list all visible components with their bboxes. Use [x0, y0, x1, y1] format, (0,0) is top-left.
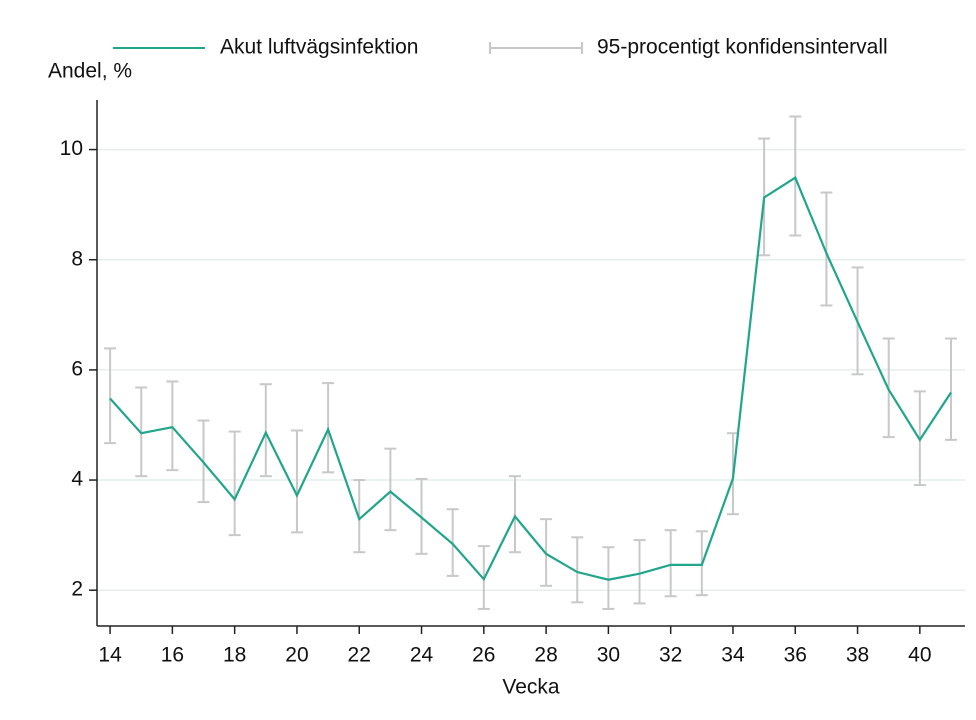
x-tick-label: 38 [846, 644, 869, 667]
legend-label: 95-procentigt konfidensintervall [597, 36, 888, 59]
y-tick-label: 10 [60, 137, 83, 160]
x-tick-label: 20 [285, 644, 308, 667]
legend-label: Akut luftvägsinfektion [220, 36, 418, 59]
x-tick-label: 18 [223, 644, 246, 667]
x-tick-label: 16 [161, 644, 184, 667]
x-tick-label: 36 [784, 644, 807, 667]
y-axis-label: Andel, % [48, 60, 132, 83]
x-tick-label: 26 [472, 644, 495, 667]
x-tick-label: 24 [410, 644, 434, 667]
series-line [109, 176, 952, 582]
x-tick-label: 30 [597, 644, 620, 667]
x-tick-label: 34 [721, 644, 745, 667]
y-tick-label: 4 [71, 468, 83, 491]
x-axis-label: Vecka [502, 676, 560, 699]
y-tick-label: 6 [71, 357, 83, 380]
x-tick-label: 22 [348, 644, 371, 667]
y-tick-label: 2 [71, 578, 83, 601]
x-tick-label: 14 [98, 644, 122, 667]
x-tick-label: 28 [534, 644, 557, 667]
x-tick-label: 32 [659, 644, 682, 667]
x-tick-label: 40 [908, 644, 931, 667]
legend-ci-swatch [489, 42, 583, 54]
y-tick-label: 8 [71, 247, 83, 270]
